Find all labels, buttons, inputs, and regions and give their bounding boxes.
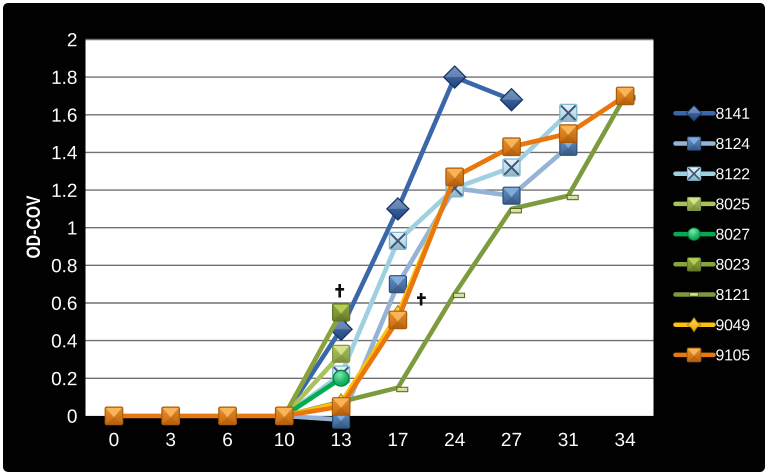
svg-text:13: 13 xyxy=(331,430,352,451)
svg-text:1.6: 1.6 xyxy=(51,106,77,127)
svg-text:0: 0 xyxy=(67,407,78,428)
svg-text:24: 24 xyxy=(444,430,466,451)
svg-text:OD-COV: OD-COV xyxy=(23,196,45,259)
svg-text:17: 17 xyxy=(387,430,408,451)
svg-text:1.4: 1.4 xyxy=(51,143,78,164)
svg-text:8023: 8023 xyxy=(715,257,750,274)
svg-text:0.6: 0.6 xyxy=(51,294,77,315)
svg-text:27: 27 xyxy=(501,430,522,451)
svg-text:9049: 9049 xyxy=(715,317,750,334)
svg-text:6: 6 xyxy=(222,430,233,451)
svg-text:0.2: 0.2 xyxy=(51,369,77,390)
svg-text:8141: 8141 xyxy=(715,106,750,123)
svg-text:34: 34 xyxy=(615,430,637,451)
svg-text:3: 3 xyxy=(165,430,176,451)
svg-text:0.8: 0.8 xyxy=(51,256,77,277)
svg-text:8122: 8122 xyxy=(715,166,749,183)
svg-text:0.4: 0.4 xyxy=(51,331,78,352)
svg-text:1.8: 1.8 xyxy=(51,68,77,89)
svg-text:0: 0 xyxy=(109,430,120,451)
svg-text:8027: 8027 xyxy=(715,227,749,244)
svg-text:2: 2 xyxy=(67,30,78,51)
svg-text:10: 10 xyxy=(274,430,295,451)
svg-text:31: 31 xyxy=(558,430,579,451)
svg-text:1: 1 xyxy=(67,218,78,239)
svg-text:1.2: 1.2 xyxy=(51,181,77,202)
svg-text:9105: 9105 xyxy=(715,347,750,364)
svg-text:8025: 8025 xyxy=(715,196,750,213)
svg-text:8124: 8124 xyxy=(715,136,750,153)
svg-text:8121: 8121 xyxy=(715,287,750,304)
